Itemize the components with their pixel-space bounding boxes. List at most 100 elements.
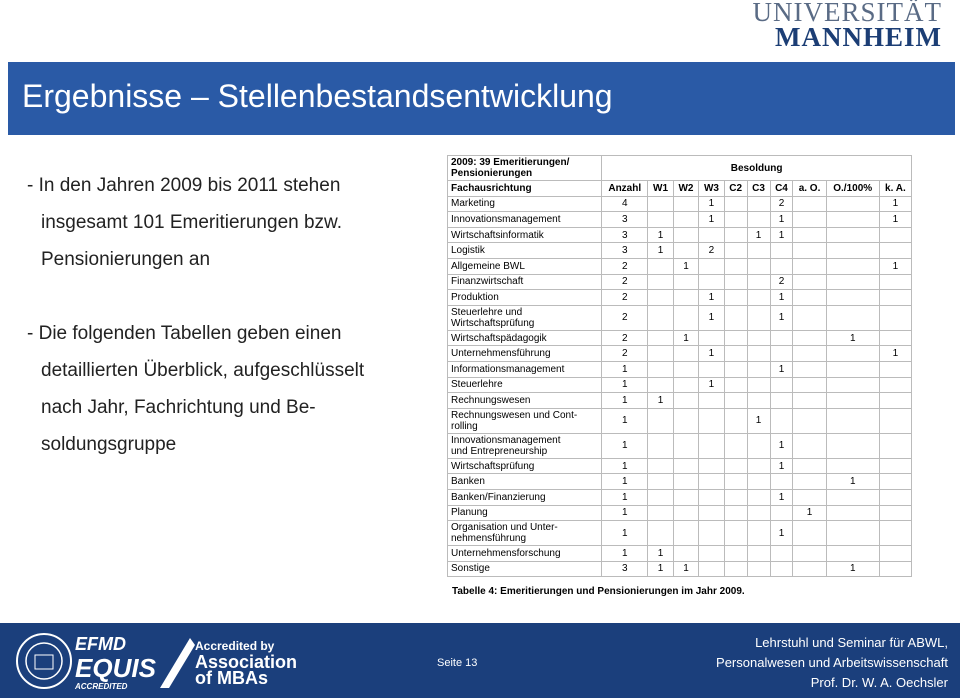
table-cell: 1: [601, 520, 649, 547]
table-cell: [878, 304, 913, 331]
table-cell: [825, 360, 880, 378]
table-cell: 1: [698, 304, 725, 331]
table-cell: [672, 376, 700, 394]
table-cell: [878, 407, 913, 434]
table-cell: [672, 195, 700, 213]
logo-text: Accredited by: [195, 639, 275, 653]
table-cell: 1: [769, 289, 794, 306]
table-cell: [647, 473, 674, 490]
row-label: Sonstige: [446, 560, 603, 578]
bullet-line: soldungsgruppe: [41, 434, 177, 455]
table-cell: 4: [601, 195, 649, 213]
table-cell: [746, 432, 771, 459]
header-cell: 2009: 39 Emeritierungen/ Pensionierungen: [446, 155, 603, 181]
table-cell: [647, 432, 674, 459]
table-cell: [723, 195, 748, 213]
table-cell: [723, 504, 748, 522]
table-cell: [672, 304, 700, 331]
table-cell: 1: [601, 432, 649, 459]
table-cell: [672, 520, 700, 547]
table-row: Steuerlehre 1 1: [446, 376, 913, 394]
table-cell: [698, 392, 725, 409]
table-cell: 1: [878, 257, 913, 275]
table-cell: [746, 289, 771, 306]
table-cell: [647, 195, 674, 213]
table-cell: [723, 457, 748, 475]
table-cell: [746, 392, 771, 409]
table-cell: [672, 226, 700, 244]
table-row: Informationsmanagement 1 1: [446, 360, 913, 378]
table-cell: [647, 520, 674, 547]
table-cell: [825, 545, 880, 562]
table-row: Innovationsmanagement 3 1 1 1: [446, 211, 913, 228]
header-row: Fachausrichtung Anzahl W1 W2 W3 C2 C3 C4 a. O. O.…: [446, 180, 913, 197]
table-cell: [647, 407, 674, 434]
table-cell: [878, 242, 913, 259]
table-cell: [769, 345, 794, 362]
table-cell: 3: [601, 211, 649, 228]
table-cell: [746, 457, 771, 475]
table-cell: [792, 392, 827, 409]
bullet: - In den Jahren 2009 bis 2011 stehen insg…: [27, 167, 364, 278]
table-cell: [647, 289, 674, 306]
table-row: Rechnungswesen und Cont- rolling 1 1: [446, 407, 913, 434]
table-cell: 1: [601, 407, 649, 434]
table-cell: [723, 345, 748, 362]
table-cell: [792, 545, 827, 562]
table-cell: [672, 432, 700, 459]
logo-line: UNIVERSITÄT: [752, 0, 942, 27]
table-cell: 1: [698, 345, 725, 362]
table-row: Finanzwirtschaft 2 2: [446, 273, 913, 291]
row-label: Banken/Finanzierung: [446, 488, 603, 506]
table-cell: 1: [769, 488, 794, 506]
column-header: C2: [723, 180, 748, 197]
table-cell: [792, 360, 827, 378]
table-cell: 1: [825, 329, 880, 347]
table-cell: [698, 560, 725, 578]
chair-line: Personalwesen und Arbeitswissenschaft: [716, 655, 948, 670]
table-row: Rechnungswesen 1 1: [446, 392, 913, 409]
table-cell: 1: [601, 360, 649, 378]
table-cell: [672, 289, 700, 306]
row-label: Steuerlehre und Wirtschaftsprüfung: [446, 304, 603, 331]
table-cell: 1: [647, 560, 674, 578]
table-cell: 1: [769, 304, 794, 331]
row-label: Banken: [446, 473, 603, 490]
table-cell: [878, 488, 913, 506]
table-cell: [825, 488, 880, 506]
table-cell: [878, 376, 913, 394]
table-cell: [769, 407, 794, 434]
table-cell: 1: [746, 407, 771, 434]
table-cell: [792, 560, 827, 578]
row-label: Unternehmensforschung: [446, 545, 603, 562]
table-row: Sonstige 3 1 1 1: [446, 560, 913, 578]
row-label: Planung: [446, 504, 603, 522]
table-cell: [723, 273, 748, 291]
table-cell: [825, 345, 880, 362]
slide-title: Ergebnisse – Stellenbestandsentwicklung: [22, 78, 613, 114]
table-cell: [698, 473, 725, 490]
table-cell: [672, 392, 700, 409]
table-row: Wirtschaftsinformatik 3 1 1 1: [446, 226, 913, 244]
row-label: Produktion: [446, 289, 603, 306]
table-cell: 1: [672, 257, 700, 275]
table-cell: [647, 457, 674, 475]
table-cell: [792, 257, 827, 275]
table-cell: [647, 345, 674, 362]
table-cell: [746, 488, 771, 506]
table-cell: [746, 273, 771, 291]
table-cell: 1: [698, 195, 725, 213]
table-row: Unternehmensforschung 1 1: [446, 545, 913, 562]
table-cell: [746, 211, 771, 228]
table-cell: [746, 304, 771, 331]
table-row: Steuerlehre und Wirtschaftsprüfung 2 1 1: [446, 304, 913, 331]
bullet-line: - Die folgenden Tabellen geben einen: [27, 323, 342, 344]
table-cell: 1: [601, 392, 649, 409]
column-header: Anzahl: [601, 180, 649, 197]
row-label: Innovationsmanagement und Entrepreneursh…: [446, 432, 603, 459]
row-label: Unternehmensführung: [446, 345, 603, 362]
header-row: 2009: 39 Emeritierungen/ Pensionierungen…: [446, 155, 912, 181]
table-cell: [792, 488, 827, 506]
table-cell: [723, 545, 748, 562]
logo-text: ACCREDITED: [75, 682, 128, 691]
